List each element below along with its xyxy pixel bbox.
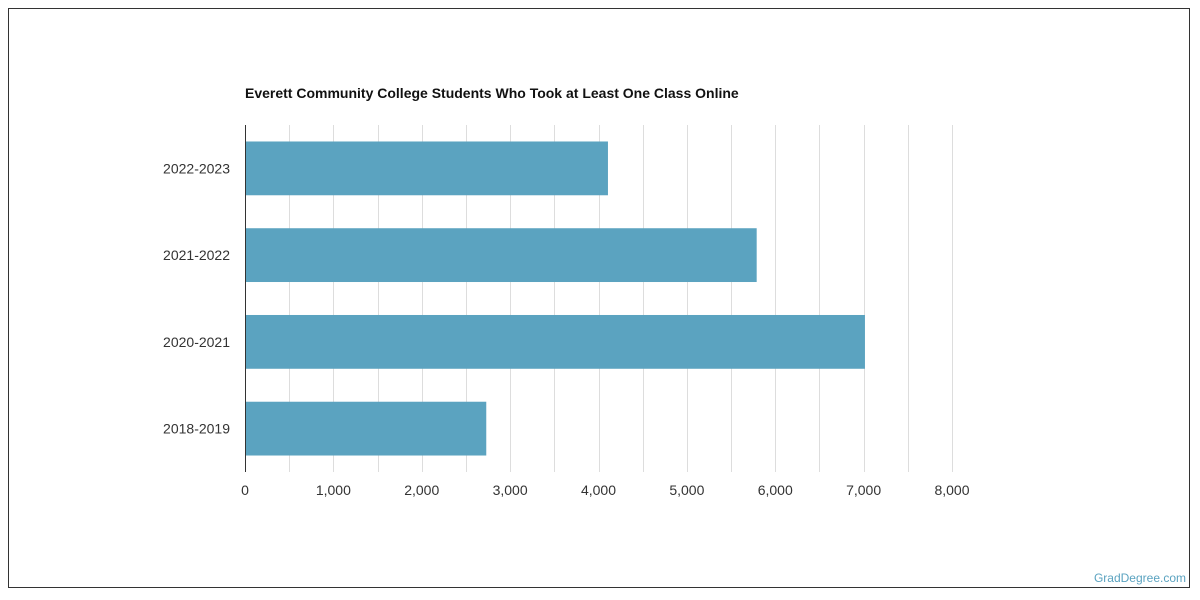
x-tick-label: 5,000	[669, 482, 704, 498]
y-tick-label: 2018-2019	[163, 421, 230, 437]
x-tick-label: 4,000	[581, 482, 616, 498]
x-tick-label: 7,000	[846, 482, 881, 498]
chart-title: Everett Community College Students Who T…	[245, 85, 739, 101]
bar-2021-2022	[245, 228, 757, 283]
y-tick-label: 2021-2022	[163, 247, 230, 263]
x-tick-label: 3,000	[493, 482, 528, 498]
y-tick-label: 2020-2021	[163, 334, 230, 350]
x-tick-label: 2,000	[404, 482, 439, 498]
watermark-link[interactable]: GradDegree.com	[1093, 571, 1186, 585]
bar-2018-2019	[245, 401, 487, 456]
x-tick-label: 8,000	[934, 482, 969, 498]
bar-2022-2023	[245, 141, 608, 196]
x-tick-label: 6,000	[758, 482, 793, 498]
x-tick-label: 0	[241, 482, 249, 498]
x-tick-label: 1,000	[316, 482, 351, 498]
y-tick-label: 2022-2023	[163, 160, 230, 176]
bar-2020-2021	[245, 314, 865, 369]
